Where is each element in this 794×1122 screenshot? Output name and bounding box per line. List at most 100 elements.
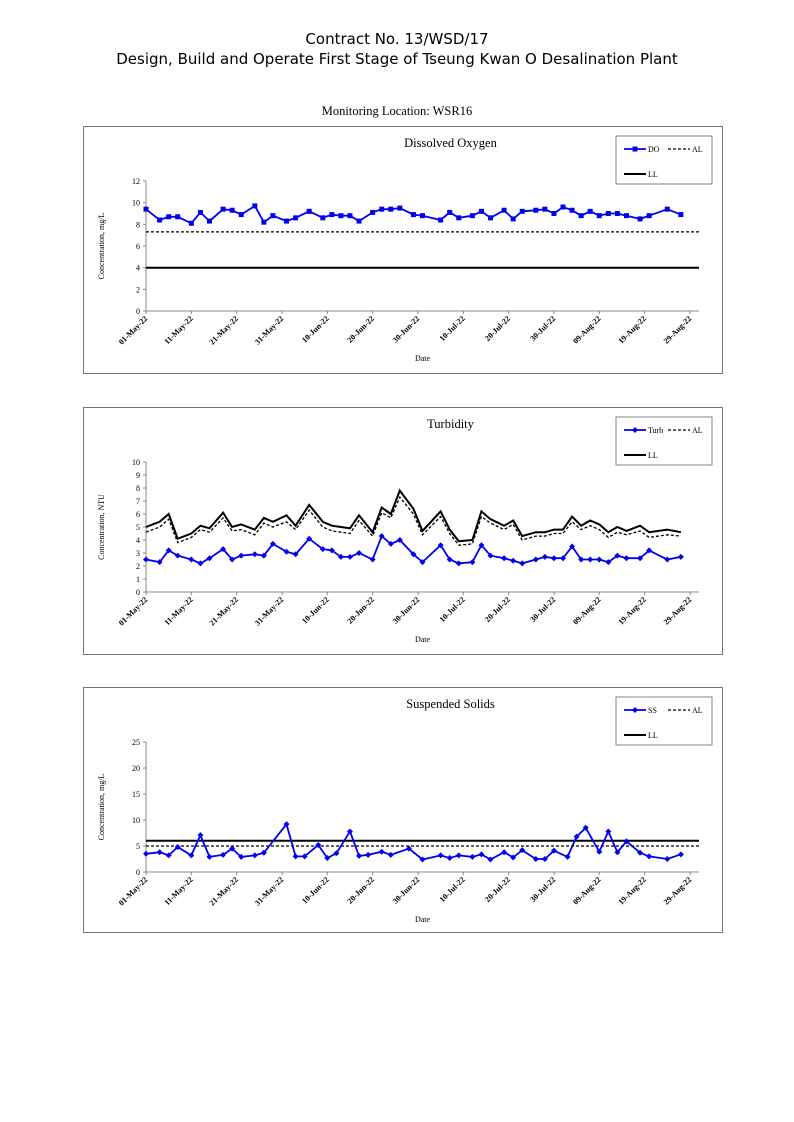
y-tick-label: 12	[132, 177, 140, 186]
ss-point	[437, 852, 444, 859]
do-point	[338, 213, 344, 219]
do-point	[560, 204, 566, 210]
x-tick-label: 29-Aug-22	[662, 314, 694, 346]
do-point	[166, 214, 172, 220]
turb-point	[532, 556, 539, 563]
x-tick-label: 21-May-22	[208, 314, 240, 346]
x-tick-label: 30-Jun-22	[391, 595, 422, 626]
x-axis-label: Date	[415, 354, 431, 363]
do-point	[438, 217, 444, 223]
y-tick-label: 8	[136, 220, 140, 229]
turb-point	[560, 555, 567, 562]
ss-point	[550, 847, 557, 854]
x-tick-label: 30-Jul-22	[528, 314, 557, 343]
y-tick-label: 8	[136, 484, 140, 493]
do-point	[501, 207, 507, 213]
turb-point	[229, 556, 236, 563]
turb-point	[478, 542, 485, 549]
x-tick-label: 01-May-22	[117, 314, 149, 346]
x-tick-label: 10-Jul-22	[438, 314, 467, 343]
do-point	[252, 203, 258, 209]
turb-point	[550, 555, 557, 562]
x-tick-label: 20-Jul-22	[483, 314, 512, 343]
do-point	[329, 212, 335, 218]
x-tick-label: 10-Jul-22	[438, 875, 467, 904]
y-axis-label: Concentration, NTU	[97, 494, 106, 560]
turb-point	[596, 556, 603, 563]
y-tick-label: 7	[136, 497, 140, 506]
do-point	[578, 213, 584, 219]
turb-point	[143, 556, 149, 563]
suspended-solids-chart: Suspended Solids 0 5 10 15 20 25 01-May-22 11-Ma…	[83, 687, 723, 933]
chart-title: Suspended Solids	[406, 697, 495, 711]
ss-point	[637, 849, 644, 856]
legend-al-label: AL	[692, 706, 703, 715]
ss-point	[573, 833, 580, 840]
legend-turb-label: Turb	[648, 426, 663, 435]
y-tick-label: 0	[136, 588, 140, 597]
do-point	[478, 208, 484, 214]
x-tick-label: 11-May-22	[163, 875, 195, 907]
ss-point	[623, 838, 630, 845]
do-point	[623, 213, 629, 219]
y-tick-label: 1	[136, 575, 140, 584]
ss-point	[174, 844, 181, 851]
do-point	[206, 218, 212, 224]
turb-point	[319, 546, 326, 553]
ss-point	[664, 856, 671, 862]
ss-point	[260, 849, 267, 856]
y-tick-label: 10	[132, 199, 140, 208]
turb-point	[455, 560, 462, 567]
turb-point	[541, 553, 548, 560]
y-tick-label: 4	[136, 264, 140, 273]
y-tick-label: 0	[136, 307, 140, 316]
ss-point	[197, 832, 204, 839]
chart-title: Dissolved Oxygen	[404, 136, 497, 150]
turb-point	[251, 551, 258, 558]
ss-point	[541, 856, 548, 862]
turb-point	[519, 560, 526, 567]
turb-point	[306, 535, 313, 542]
ss-point	[324, 854, 331, 861]
do-point	[229, 207, 235, 213]
turb-point	[174, 552, 181, 559]
turb-point	[283, 548, 290, 555]
x-tick-label: 09-Aug-22	[571, 875, 603, 907]
do-point	[420, 213, 425, 219]
x-axis-label: Date	[415, 915, 431, 924]
legend-ll-label: LL	[648, 731, 658, 740]
ss-point	[188, 852, 195, 859]
turb-point	[328, 547, 335, 554]
do-point	[587, 208, 593, 214]
legend-ss-marker	[632, 707, 638, 713]
ss-point	[405, 845, 412, 852]
ss-series-line	[145, 822, 682, 861]
turb-point	[238, 552, 245, 559]
ss-point	[301, 853, 308, 860]
turb-point	[677, 553, 684, 560]
do-point	[447, 209, 453, 215]
y-tick-label: 2	[136, 562, 140, 571]
turb-point	[337, 553, 344, 560]
turb-point	[623, 555, 630, 562]
do-point	[569, 207, 575, 213]
do-point	[270, 213, 276, 219]
ss-point	[365, 851, 372, 858]
turb-point	[510, 557, 517, 564]
ss-point	[532, 856, 539, 862]
ss-point	[387, 851, 394, 858]
do-point	[356, 218, 362, 224]
x-tick-label: 01-May-22	[117, 875, 149, 907]
x-tick-label: 19-Aug-22	[617, 314, 649, 346]
ss-point	[677, 851, 684, 858]
dissolved-oxygen-chart: Dissolved Oxygen 0 2 4 6 8 10 12 01-May-22 11-May…	[83, 126, 723, 374]
do-point	[379, 206, 385, 212]
x-tick-label: 20-Jun-22	[345, 314, 376, 345]
x-tick-label: 30-Jun-22	[391, 314, 422, 345]
chart-svg: Suspended Solids 0 5 10 15 20 25 01-May-22 11-Ma…	[97, 696, 713, 924]
ss-point	[446, 854, 453, 861]
ss-point	[519, 847, 526, 854]
turb-point	[197, 560, 204, 567]
do-point	[605, 211, 611, 216]
x-tick-label: 09-Aug-22	[571, 314, 603, 346]
